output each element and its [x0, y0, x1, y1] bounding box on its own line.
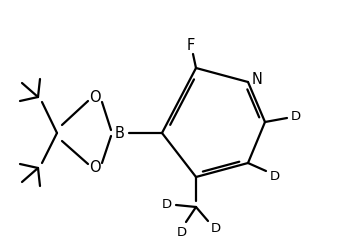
Text: B: B — [115, 126, 125, 141]
Text: O: O — [89, 161, 101, 175]
Text: D: D — [291, 109, 301, 122]
Text: O: O — [89, 89, 101, 105]
Text: N: N — [251, 73, 262, 87]
Text: D: D — [211, 222, 221, 235]
Text: D: D — [177, 226, 187, 239]
Text: D: D — [270, 169, 280, 182]
Text: F: F — [187, 38, 195, 53]
Text: D: D — [162, 199, 172, 212]
